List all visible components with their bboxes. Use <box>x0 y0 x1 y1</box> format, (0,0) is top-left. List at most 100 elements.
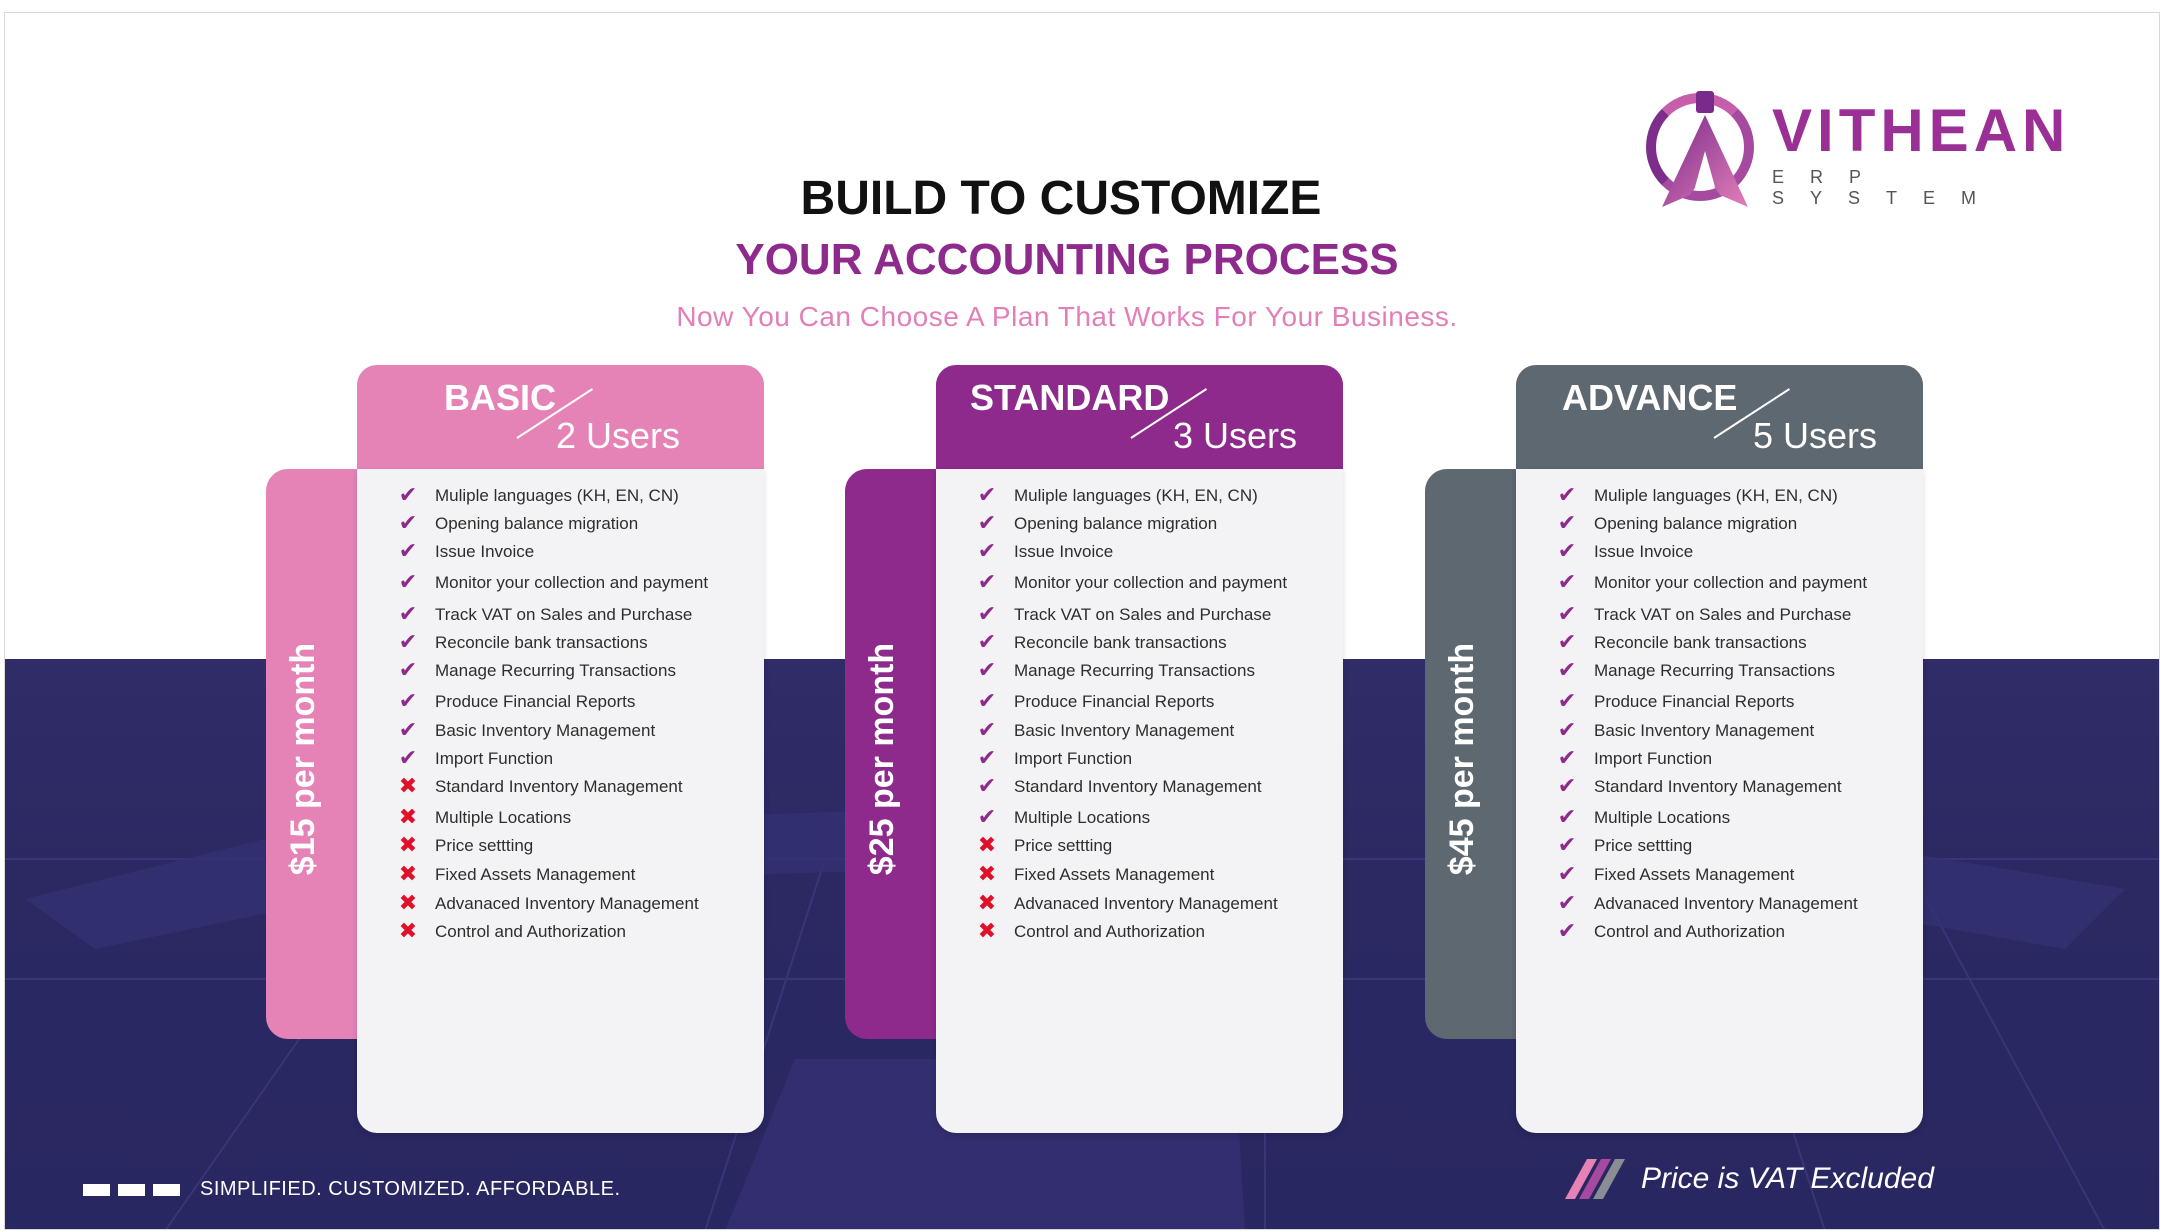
feature-item: ✔ Import Function <box>393 744 553 774</box>
check-icon: ✔ <box>977 539 997 564</box>
check-icon: ✔ <box>1557 511 1577 536</box>
plan-header: BASIC 2 Users <box>357 365 764 469</box>
check-icon: ✔ <box>1557 833 1577 858</box>
feature-item: ✔ Basic Inventory Management <box>1552 716 1814 746</box>
feature-label: Control and Authorization <box>1014 922 1205 941</box>
check-icon: ✔ <box>1557 630 1577 655</box>
feature-label: Manage Recurring Transactions <box>435 661 676 680</box>
feature-label: Monitor your collection and payment <box>1014 573 1288 592</box>
plan-users: 5 Users <box>1752 415 1877 456</box>
plan-name: STANDARD <box>970 377 1170 418</box>
dash-icon <box>153 1183 180 1196</box>
check-icon: ✔ <box>977 658 997 683</box>
check-icon: ✔ <box>398 483 418 508</box>
feature-item: ✔ Basic Inventory Management <box>393 716 655 746</box>
feature-label: Basic Inventory Management <box>1594 721 1815 740</box>
feature-item: ✔ Issue Invoice <box>972 537 1113 567</box>
logo-a-mark <box>1662 91 1748 207</box>
feature-label: Import Function <box>435 749 554 768</box>
feature-label: Opening balance migration <box>435 514 639 533</box>
feature-item: ✖ Advanaced Inventory Management <box>972 889 1278 919</box>
plan-price: $45 per month <box>1443 642 1481 876</box>
check-icon: ✔ <box>398 718 418 743</box>
stripes-icon <box>1565 1159 1625 1199</box>
plan-price: $15 per month <box>284 642 322 876</box>
feature-label: Track VAT on Sales and Purchase <box>435 605 693 624</box>
dash-icon <box>118 1183 145 1196</box>
feature-item: ✔ Produce Financial Reports <box>972 687 1215 717</box>
cross-icon: ✖ <box>977 891 997 916</box>
feature-item: ✔ Track VAT on Sales and Purchase <box>1552 600 1852 630</box>
feature-item: ✔ Opening balance migration <box>1552 509 1797 539</box>
check-icon: ✔ <box>1557 891 1577 916</box>
check-icon: ✔ <box>1557 483 1577 508</box>
feature-item: ✔ Monitor your collection and payment <box>1552 568 1867 598</box>
plan-users: 2 Users <box>555 415 680 456</box>
check-icon: ✔ <box>977 746 997 771</box>
check-icon: ✔ <box>1557 539 1577 564</box>
feature-item: ✔ Manage Recurring Transactions <box>1552 656 1835 686</box>
page-tagline: Now You Can Choose A Plan That Works For… <box>676 301 1458 332</box>
feature-label: Reconcile bank transactions <box>1014 633 1227 652</box>
feature-label: Opening balance migration <box>1014 514 1218 533</box>
vat-note-text: Price is VAT Excluded <box>1641 1162 1934 1195</box>
cross-icon: ✖ <box>398 805 418 830</box>
check-icon: ✔ <box>1557 602 1577 627</box>
feature-label: Issue Invoice <box>1594 542 1694 561</box>
logo-subtitle: ERP SYSTEM <box>1772 167 2003 208</box>
feature-item: ✔ Import Function <box>972 744 1132 774</box>
check-icon: ✔ <box>1557 805 1577 830</box>
feature-item: ✔ Import Function <box>1552 744 1712 774</box>
feature-item: ✔ Opening balance migration <box>972 509 1217 539</box>
check-icon: ✔ <box>977 570 997 595</box>
feature-label: Fixed Assets Management <box>1014 865 1215 884</box>
feature-item: ✔ Advanaced Inventory Management <box>1552 889 1858 919</box>
feature-item: ✖ Multiple Locations <box>393 803 571 833</box>
check-icon: ✔ <box>1557 774 1577 799</box>
cross-icon: ✖ <box>398 862 418 887</box>
feature-label: Monitor your collection and payment <box>435 573 709 592</box>
check-icon: ✔ <box>1557 919 1577 944</box>
feature-label: Advanaced Inventory Management <box>435 894 699 913</box>
feature-label: Fixed Assets Management <box>435 865 636 884</box>
check-icon: ✔ <box>1557 658 1577 683</box>
feature-label: Manage Recurring Transactions <box>1594 661 1835 680</box>
feature-item: ✔ Manage Recurring Transactions <box>972 656 1255 686</box>
feature-label: Issue Invoice <box>1014 542 1114 561</box>
plan-card-advance: $45 per month ADVANCE 5 Users ✔ Muliple lang… <box>1425 365 1967 1133</box>
feature-label: Import Function <box>1014 749 1133 768</box>
feature-label: Issue Invoice <box>435 542 535 561</box>
feature-item: ✔ Issue Invoice <box>1552 537 1693 567</box>
check-icon: ✔ <box>977 718 997 743</box>
feature-item: ✖ Fixed Assets Management <box>972 860 1215 890</box>
feature-item: ✔ Standard Inventory Management <box>972 772 1262 802</box>
plan-users: 3 Users <box>1172 415 1297 456</box>
feature-item: ✔ Muliple languages (KH, EN, CN) <box>1552 481 1838 511</box>
feature-item: ✖ Price settting <box>972 831 1112 861</box>
check-icon: ✔ <box>398 630 418 655</box>
cross-icon: ✖ <box>398 774 418 799</box>
check-icon: ✔ <box>1557 689 1577 714</box>
check-icon: ✔ <box>398 539 418 564</box>
check-icon: ✔ <box>1557 570 1577 595</box>
feature-item: ✔ Manage Recurring Transactions <box>393 656 676 686</box>
feature-label: Price settting <box>1014 836 1113 855</box>
check-icon: ✔ <box>977 630 997 655</box>
feature-label: Advanaced Inventory Management <box>1014 894 1278 913</box>
check-icon: ✔ <box>977 689 997 714</box>
check-icon: ✔ <box>398 746 418 771</box>
dash-icon <box>83 1183 110 1196</box>
feature-label: Track VAT on Sales and Purchase <box>1594 605 1852 624</box>
feature-label: Muliple languages (KH, EN, CN) <box>1014 486 1258 505</box>
plan-header: STANDARD 3 Users <box>936 365 1343 469</box>
check-icon: ✔ <box>977 805 997 830</box>
feature-item: ✖ Advanaced Inventory Management <box>393 889 699 919</box>
feature-item: ✔ Basic Inventory Management <box>972 716 1234 746</box>
feature-label: Standard Inventory Management <box>1594 777 1842 796</box>
feature-item: ✔ Track VAT on Sales and Purchase <box>393 600 693 630</box>
feature-list: ✔ Muliple languages (KH, EN, CN) ✔ Opening … <box>1516 469 1923 1133</box>
check-icon: ✔ <box>1557 718 1577 743</box>
feature-label: Monitor your collection and payment <box>1594 573 1868 592</box>
footer-tagline: SIMPLIFIED. CUSTOMIZED. AFFORDABLE. <box>83 1178 621 1201</box>
feature-item: ✔ Reconcile bank transactions <box>972 628 1227 658</box>
